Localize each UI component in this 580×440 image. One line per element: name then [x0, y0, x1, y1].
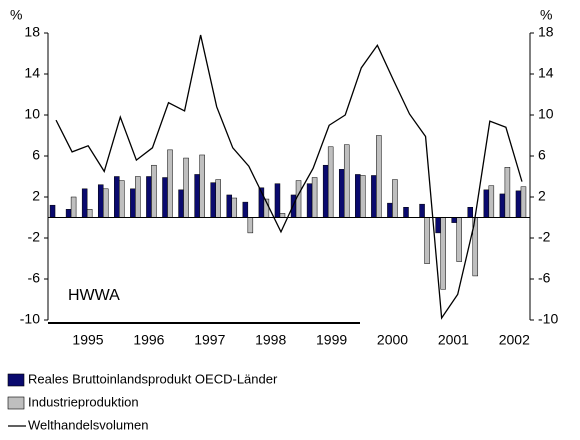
bar [355, 174, 361, 218]
legend-swatch [7, 373, 25, 387]
bar [49, 204, 56, 218]
bar [210, 182, 216, 218]
bar [242, 201, 249, 218]
bar [119, 180, 125, 218]
bar [499, 193, 506, 218]
bar [467, 207, 474, 218]
bar [338, 169, 345, 218]
bar [327, 146, 334, 218]
x-tick-label: 1998 [255, 332, 286, 348]
bar [102, 188, 109, 218]
y-tick-label: 18 [24, 24, 40, 40]
y-tick-label: 14 [24, 65, 40, 81]
x-tick-label: 2002 [499, 332, 530, 348]
y-tick-label: -10 [20, 311, 40, 327]
bar [231, 197, 238, 218]
bar [146, 176, 152, 218]
x-tick-label: 2001 [438, 332, 469, 348]
bar [167, 149, 173, 218]
bar [515, 190, 522, 218]
y2-tick-label: 10 [538, 106, 554, 122]
y2-tick-label: -6 [538, 270, 551, 286]
x-tick-label: 2000 [377, 332, 408, 348]
y-tick-label: -6 [28, 270, 41, 286]
annotation: HWWA [68, 287, 120, 304]
bar [130, 188, 136, 218]
y2-tick-label: 14 [538, 65, 554, 81]
bar [440, 217, 446, 290]
bar [419, 203, 425, 218]
y-axis-label: % [10, 7, 22, 23]
y2-tick-label: 6 [538, 147, 546, 163]
y-tick-label: 10 [24, 106, 40, 122]
y2-tick-label: -10 [538, 311, 558, 327]
bar [504, 167, 511, 218]
x-tick-label: 1996 [133, 332, 164, 348]
bar [97, 184, 104, 218]
line [55, 34, 523, 320]
legend-swatch [7, 396, 25, 410]
y-tick-label: -2 [28, 229, 41, 245]
bar [247, 217, 254, 234]
legend-label: Reales Bruttoinlandsprodukt OECD-Länder [28, 371, 278, 386]
x-tick-label: 1997 [194, 332, 225, 348]
bar [274, 183, 281, 218]
bar [343, 144, 350, 218]
bar [194, 174, 200, 218]
bar [392, 179, 398, 218]
x-tick-label: 1999 [316, 332, 347, 348]
bar [520, 186, 527, 218]
bar [488, 185, 495, 218]
bar [135, 176, 141, 218]
bar [70, 196, 77, 218]
bar [151, 164, 157, 218]
bar [290, 194, 297, 218]
y-tick-label: 2 [32, 188, 40, 204]
bar [162, 177, 168, 218]
bar [456, 217, 462, 262]
bar [215, 179, 221, 218]
bar [65, 209, 72, 218]
bar [451, 217, 457, 223]
bar [183, 157, 189, 218]
bar [403, 207, 409, 218]
bar [178, 189, 184, 218]
legend-label: Industrieproduktion [28, 394, 139, 409]
bar [483, 189, 490, 218]
y2-tick-label: 2 [538, 188, 546, 204]
legend-label: Welthandelsvolumen [28, 417, 148, 432]
x-tick-label: 1995 [72, 332, 103, 348]
y2-tick-label: 18 [538, 24, 554, 40]
bar [371, 175, 377, 218]
bar [387, 202, 393, 218]
y2-tick-label: -2 [538, 229, 551, 245]
bar [226, 194, 233, 218]
bar [81, 188, 88, 218]
bar [435, 217, 441, 234]
bar [114, 176, 120, 218]
y2-axis-label: % [540, 7, 552, 23]
bar [199, 154, 205, 218]
bar [322, 164, 329, 218]
bar [311, 177, 318, 218]
bar [376, 135, 382, 218]
y-tick-label: 6 [32, 147, 40, 163]
bar [424, 217, 430, 264]
bar [279, 213, 286, 218]
bar [306, 183, 313, 218]
bar [360, 175, 366, 218]
bar [86, 209, 93, 218]
